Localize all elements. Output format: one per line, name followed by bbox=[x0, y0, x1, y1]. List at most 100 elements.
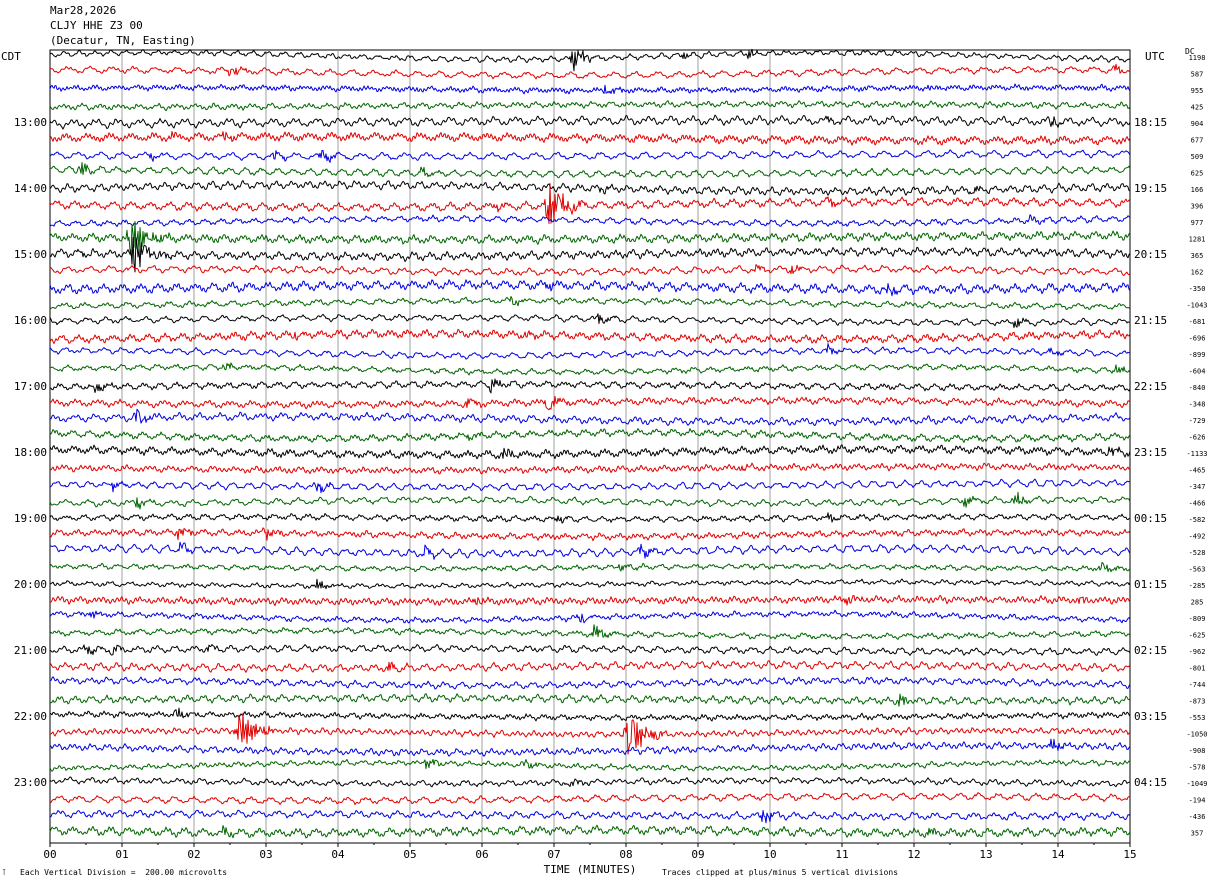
dc-offset-label: 1198 bbox=[1189, 54, 1206, 62]
x-tick-label: 05 bbox=[403, 848, 416, 861]
dc-offset-label: -681 bbox=[1189, 318, 1206, 326]
left-time-label: 16:00 bbox=[14, 314, 47, 327]
dc-offset-label: 162 bbox=[1191, 269, 1204, 277]
x-tick-label: 03 bbox=[259, 848, 272, 861]
x-tick-label: 15 bbox=[1123, 848, 1136, 861]
trace-line bbox=[49, 149, 1131, 163]
x-tick-label: 01 bbox=[115, 848, 128, 861]
dc-offset-label: 285 bbox=[1191, 599, 1204, 607]
dc-offset-label: -840 bbox=[1189, 384, 1206, 392]
trace-line bbox=[49, 792, 1131, 806]
trace-line bbox=[49, 264, 1131, 277]
trace-line bbox=[49, 396, 1131, 411]
footer-corner-mark: ⊺ bbox=[2, 868, 7, 877]
dc-offset-label: 425 bbox=[1191, 104, 1204, 112]
dc-offset-label: 955 bbox=[1191, 87, 1204, 95]
dc-offset-label: 977 bbox=[1191, 219, 1204, 227]
x-tick-label: 00 bbox=[43, 848, 56, 861]
dc-offset-label: 587 bbox=[1191, 71, 1204, 79]
x-tick-label: 10 bbox=[763, 848, 776, 861]
dc-offset-label: 396 bbox=[1191, 203, 1204, 211]
trace-line bbox=[49, 578, 1131, 590]
trace-line bbox=[49, 527, 1131, 542]
trace-line bbox=[49, 444, 1131, 460]
left-time-label: 15:00 bbox=[14, 248, 47, 261]
left-time-label: 21:00 bbox=[14, 644, 47, 657]
right-time-label: 18:15 bbox=[1134, 116, 1167, 129]
trace-line bbox=[49, 478, 1130, 494]
right-time-label: 01:15 bbox=[1134, 578, 1167, 591]
trace-line bbox=[49, 676, 1131, 690]
trace-line bbox=[49, 624, 1131, 640]
left-zone-label: CDT bbox=[1, 50, 21, 63]
trace-line bbox=[49, 712, 1131, 755]
trace-line bbox=[49, 214, 1131, 227]
trace-line bbox=[49, 180, 1131, 196]
right-time-label: 23:15 bbox=[1134, 446, 1167, 459]
trace-line bbox=[49, 428, 1131, 443]
dc-offset-label: -563 bbox=[1189, 566, 1206, 574]
left-time-label: 23:00 bbox=[14, 776, 47, 789]
dc-offset-label: -1043 bbox=[1186, 302, 1207, 310]
dc-offset-label: 1281 bbox=[1189, 236, 1206, 244]
trace-line bbox=[49, 512, 1131, 524]
dc-offset-label: -873 bbox=[1189, 698, 1206, 706]
trace-line bbox=[49, 594, 1131, 607]
trace-line bbox=[49, 378, 1131, 394]
x-tick-label: 09 bbox=[691, 848, 704, 861]
trace-line bbox=[49, 809, 1131, 824]
header-station: CLJY HHE Z3 00 bbox=[50, 19, 143, 32]
left-time-label: 19:00 bbox=[14, 512, 47, 525]
trace-line bbox=[49, 131, 1131, 146]
dc-offset-label: 625 bbox=[1191, 170, 1204, 178]
dc-offset-label: -625 bbox=[1189, 632, 1206, 640]
dc-offset-label: -194 bbox=[1189, 797, 1206, 805]
dc-offset-label: -626 bbox=[1189, 434, 1206, 442]
dc-offset-label: 357 bbox=[1191, 830, 1204, 838]
trace-line bbox=[49, 738, 1131, 757]
trace-line bbox=[49, 758, 1131, 772]
trace-line bbox=[49, 162, 1131, 179]
right-time-label: 21:15 bbox=[1134, 314, 1167, 327]
left-time-label: 18:00 bbox=[14, 446, 47, 459]
trace-line bbox=[49, 48, 1131, 72]
left-time-label: 20:00 bbox=[14, 578, 47, 591]
trace-line bbox=[49, 362, 1131, 376]
trace-line bbox=[49, 491, 1131, 510]
trace-line bbox=[49, 561, 1131, 573]
x-tick-label: 14 bbox=[1051, 848, 1065, 861]
dc-offset-label: -1050 bbox=[1186, 731, 1207, 739]
dc-offset-label: -465 bbox=[1189, 467, 1206, 475]
right-time-label: 04:15 bbox=[1134, 776, 1167, 789]
dc-offset-label: -436 bbox=[1189, 813, 1206, 821]
x-tick-label: 08 bbox=[619, 848, 632, 861]
trace-line bbox=[49, 83, 1131, 95]
trace-line bbox=[49, 114, 1131, 130]
x-tick-label: 06 bbox=[475, 848, 488, 861]
trace-line bbox=[49, 776, 1131, 788]
dc-offset-label: -809 bbox=[1189, 615, 1206, 623]
dc-offset-label: -350 bbox=[1189, 285, 1206, 293]
dc-offset-label: -578 bbox=[1189, 764, 1206, 772]
dc-offset-label: -696 bbox=[1189, 335, 1206, 343]
dc-offset-label: -1049 bbox=[1186, 780, 1207, 788]
dc-offset-label: -553 bbox=[1189, 714, 1206, 722]
right-time-label: 02:15 bbox=[1134, 644, 1167, 657]
trace-line bbox=[49, 296, 1131, 310]
trace-line bbox=[49, 313, 1131, 329]
x-tick-label: 11 bbox=[835, 848, 848, 861]
dc-offset-label: 904 bbox=[1191, 120, 1204, 128]
dc-offset-label: -908 bbox=[1189, 747, 1206, 755]
trace-line bbox=[49, 237, 1131, 273]
dc-offset-label: -1133 bbox=[1186, 450, 1207, 458]
trace-line bbox=[49, 644, 1131, 656]
x-tick-label: 04 bbox=[331, 848, 345, 861]
right-time-label: 00:15 bbox=[1134, 512, 1167, 525]
dc-offset-label: 365 bbox=[1191, 252, 1204, 260]
dc-offset-label: -492 bbox=[1189, 533, 1206, 541]
dc-offset-label: -528 bbox=[1189, 549, 1206, 557]
trace-line bbox=[49, 328, 1131, 344]
dc-offset-label: -962 bbox=[1189, 648, 1206, 656]
trace-line bbox=[49, 824, 1131, 839]
